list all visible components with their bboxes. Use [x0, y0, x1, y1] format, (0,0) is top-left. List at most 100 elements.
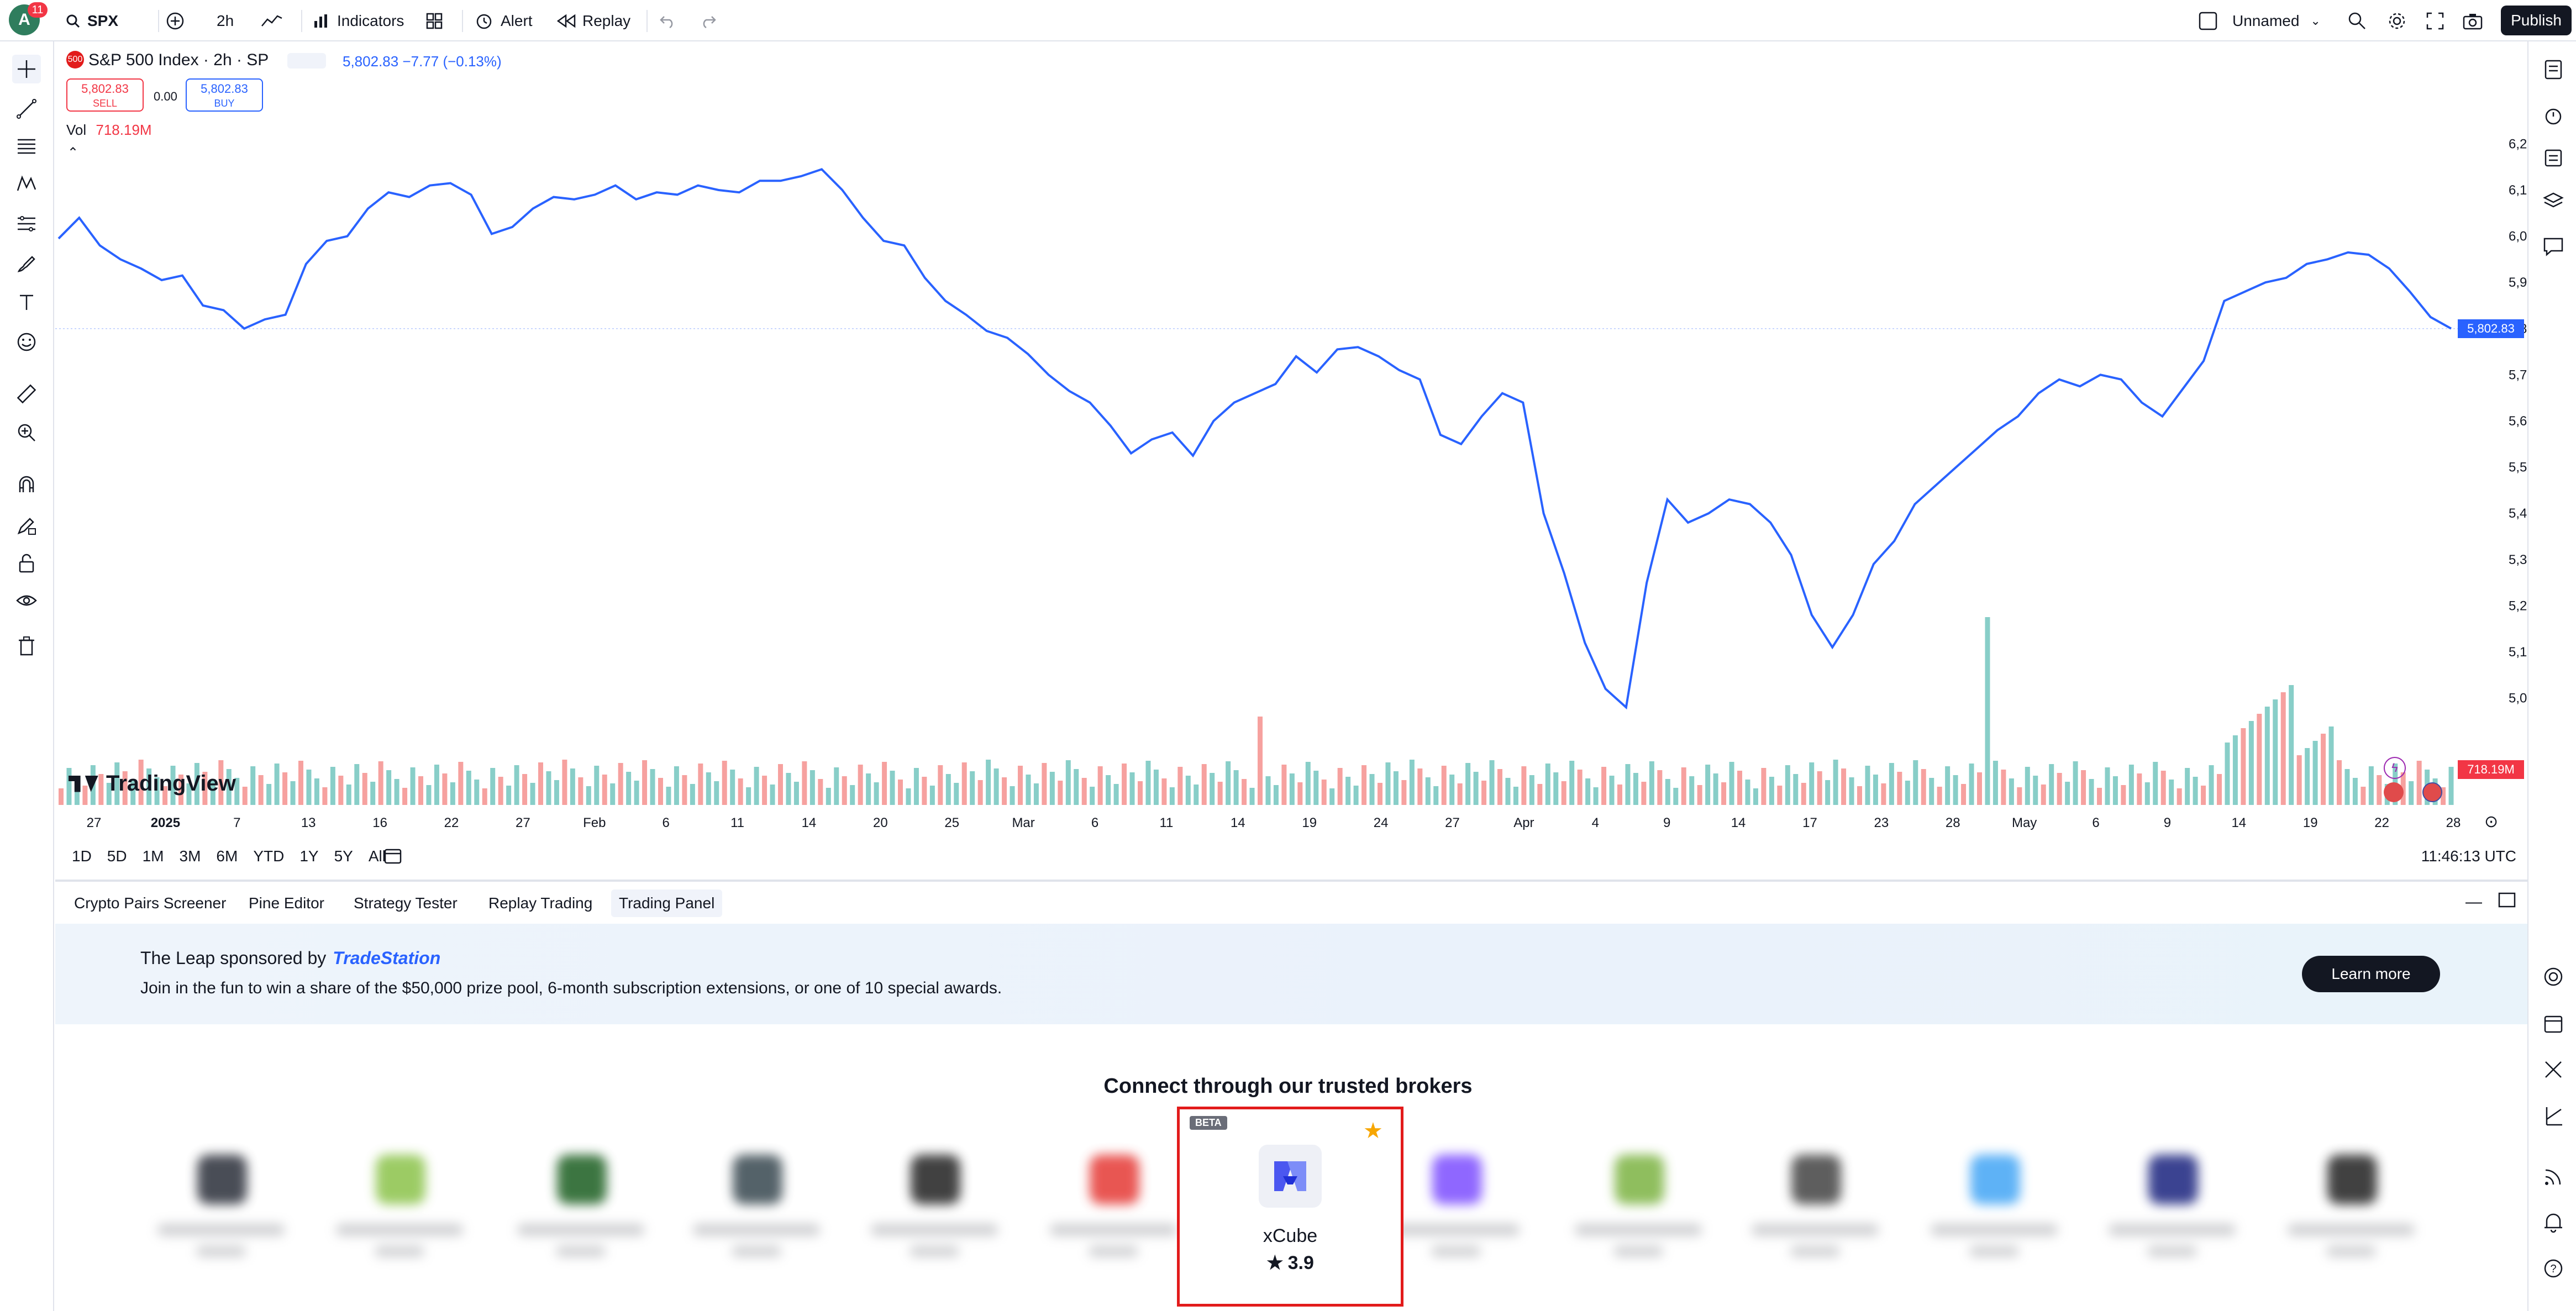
broker-card[interactable]: [1729, 1127, 1895, 1293]
tab-pine-editor[interactable]: Pine Editor: [249, 894, 324, 912]
timeframe-3m[interactable]: 3M: [179, 847, 201, 865]
goto-date-button[interactable]: [382, 845, 403, 870]
price-chart[interactable]: 6,200.006,100.006,000.005,900.005,800.00…: [55, 43, 2560, 835]
time-axis-settings-icon[interactable]: ⊙: [2484, 813, 2499, 831]
ideas-button[interactable]: [2540, 1056, 2567, 1083]
volume-bar: [1857, 786, 1862, 805]
zoom-tool[interactable]: [12, 418, 41, 447]
timeframe-ytd[interactable]: YTD: [253, 847, 285, 865]
alerts-button[interactable]: [2540, 102, 2567, 130]
volume-bar: [2144, 782, 2150, 805]
volume-bar: [1433, 786, 1439, 805]
quick-search-button[interactable]: [2347, 0, 2367, 41]
tab-replay-trading[interactable]: Replay Trading: [488, 894, 593, 912]
layers-button[interactable]: [2540, 187, 2567, 215]
calendar-button[interactable]: [2540, 1009, 2567, 1037]
broker-card[interactable]: [671, 1127, 837, 1293]
redo-button[interactable]: [700, 0, 717, 41]
us-flag-icon-2[interactable]: [2422, 782, 2442, 802]
tab-trading-panel[interactable]: Trading Panel: [611, 889, 723, 917]
indicators-button[interactable]: Indicators: [313, 0, 404, 41]
stream-button[interactable]: [2540, 1163, 2567, 1191]
chats-button[interactable]: [2540, 233, 2567, 260]
crosshair-tool[interactable]: [12, 55, 41, 83]
broker-card[interactable]: [2086, 1127, 2252, 1293]
hide-tool[interactable]: [12, 586, 41, 615]
maximize-panel-icon[interactable]: [2498, 892, 2516, 912]
timeframe-5y[interactable]: 5Y: [334, 847, 353, 865]
lightning-icon[interactable]: ϟ: [2384, 757, 2406, 779]
timeframe-1d[interactable]: 1D: [72, 847, 92, 865]
broker-card[interactable]: [1028, 1127, 1194, 1293]
lock-tool[interactable]: [12, 549, 41, 577]
clock[interactable]: 11:46:13 UTC: [2421, 847, 2516, 865]
broker-card[interactable]: [1370, 1127, 1536, 1293]
buy-button[interactable]: 5,802.83 BUY: [186, 78, 263, 112]
volume-bar: [66, 768, 72, 805]
pine-button[interactable]: [2540, 1102, 2567, 1130]
forecast-tool[interactable]: [12, 209, 41, 238]
signals-button[interactable]: [2540, 963, 2567, 991]
collapse-legend-button[interactable]: ⌃: [67, 145, 79, 160]
chart-pane[interactable]: 6,200.006,100.006,000.005,900.005,800.00…: [55, 43, 2560, 835]
star-icon[interactable]: ★: [1363, 1119, 1383, 1143]
symbol-title[interactable]: S&P 500 Index · 2h · SP: [88, 51, 269, 69]
publish-button[interactable]: Publish: [2501, 6, 2572, 35]
broker-card[interactable]: [2265, 1127, 2431, 1293]
volume-bar: [202, 772, 208, 805]
brush-tool[interactable]: [12, 249, 41, 278]
pattern-tool[interactable]: [12, 170, 41, 198]
volume-bar: [1353, 786, 1359, 805]
timeframe-5d[interactable]: 5D: [107, 847, 127, 865]
learn-more-button[interactable]: Learn more: [2302, 956, 2440, 992]
y-tick-label: 5,200.00: [2509, 598, 2527, 613]
volume-bar: [2177, 788, 2182, 805]
trend-line-tool[interactable]: [12, 94, 41, 123]
interval-button[interactable]: 2h: [217, 12, 234, 29]
us-flag-icon[interactable]: [2384, 782, 2404, 802]
broker-card[interactable]: [314, 1127, 480, 1293]
alert-button[interactable]: Alert: [474, 0, 533, 41]
sell-button[interactable]: 5,802.83 SELL: [66, 78, 144, 112]
volume-bar: [961, 762, 967, 805]
broker-card[interactable]: [135, 1127, 301, 1293]
layouts-button[interactable]: [425, 0, 443, 41]
watchlist-button[interactable]: [2540, 56, 2567, 83]
stay-drawing-tool[interactable]: [12, 511, 41, 540]
emoji-tool[interactable]: [12, 328, 41, 356]
undo-button[interactable]: [659, 0, 676, 41]
fib-tool[interactable]: [12, 132, 41, 161]
broker-card-xcube[interactable]: BETA ★ xCube ★ 3.9: [1177, 1107, 1403, 1307]
object-tree-button[interactable]: [2540, 144, 2567, 172]
measure-tool[interactable]: [12, 380, 41, 408]
replay-button[interactable]: Replay: [557, 0, 630, 41]
settings-button[interactable]: [2387, 0, 2407, 41]
symbol-search[interactable]: SPX: [65, 0, 118, 41]
snapshot-button[interactable]: [2462, 0, 2483, 41]
remove-tool[interactable]: [12, 631, 41, 660]
volume-bar: [418, 776, 423, 805]
minimize-panel-icon[interactable]: —: [2465, 893, 2482, 911]
chart-type-button[interactable]: [261, 0, 283, 41]
broker-card[interactable]: [1909, 1127, 2074, 1293]
text-tool[interactable]: [12, 288, 41, 317]
tab-crypto-pairs-screener[interactable]: Crypto Pairs Screener: [74, 894, 227, 912]
help-button[interactable]: ?: [2540, 1255, 2567, 1282]
legend-indicator-toggle[interactable]: [287, 53, 326, 69]
timeframe-1m[interactable]: 1M: [142, 847, 164, 865]
broker-card[interactable]: [1553, 1127, 1718, 1293]
fullscreen-button[interactable]: [2426, 0, 2444, 41]
notifications-button[interactable]: [2540, 1208, 2567, 1236]
timeframe-all[interactable]: All: [368, 847, 386, 865]
volume-bar: [210, 781, 215, 805]
broker-card[interactable]: [495, 1127, 661, 1293]
magnet-tool[interactable]: [12, 470, 41, 499]
compare-button[interactable]: [166, 0, 185, 41]
volume-bar: [506, 786, 512, 805]
tab-strategy-tester[interactable]: Strategy Tester: [354, 894, 458, 912]
broker-card[interactable]: [849, 1127, 1014, 1293]
volume-bar: [1753, 788, 1758, 805]
timeframe-6m[interactable]: 6M: [216, 847, 238, 865]
timeframe-1y[interactable]: 1Y: [299, 847, 319, 865]
layout-select[interactable]: Unnamed ⌄: [2198, 0, 2321, 41]
